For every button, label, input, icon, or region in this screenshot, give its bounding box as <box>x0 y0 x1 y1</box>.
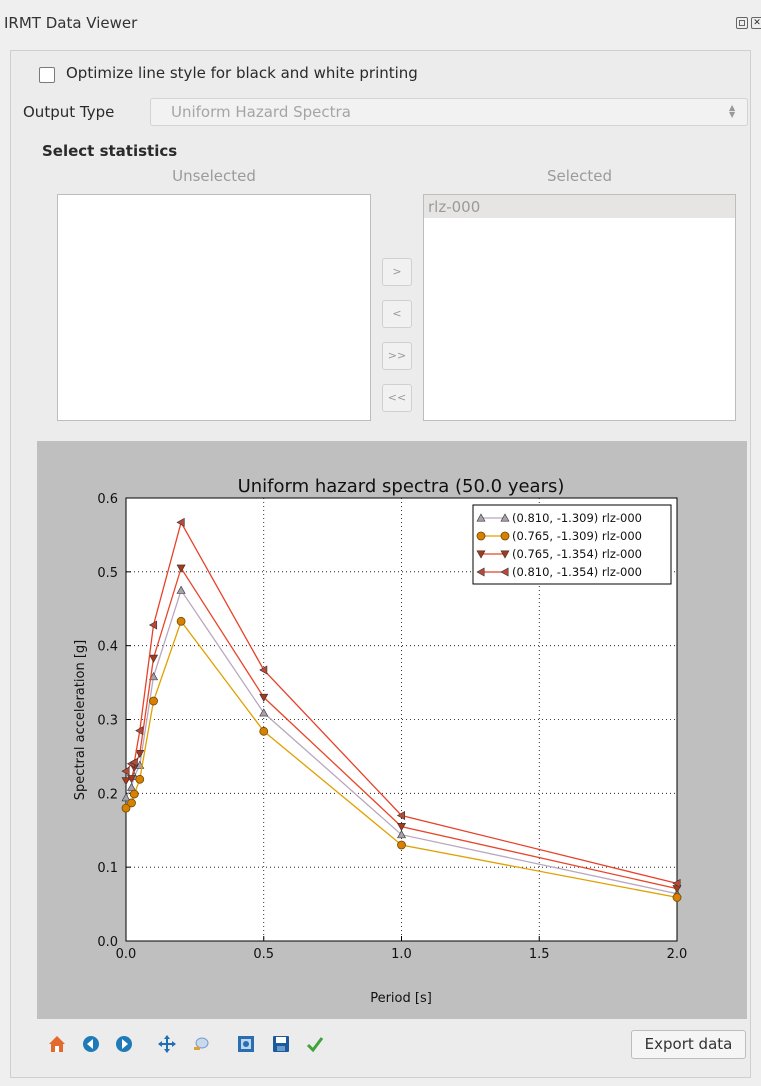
legend-marker <box>476 550 486 559</box>
data-point-marker <box>129 757 138 767</box>
legend-label: (0.765, -1.309) rlz-000 <box>512 529 642 543</box>
data-point-marker <box>397 840 406 850</box>
select-statistics-heading: Select statistics <box>42 142 178 160</box>
y-axis-label: Spectral acceleration [g] <box>73 640 88 800</box>
window-title: IRMT Data Viewer <box>4 14 138 32</box>
data-point-marker <box>176 585 186 594</box>
y-tick-label: 0.6 <box>97 492 118 507</box>
legend-marker <box>500 513 510 522</box>
data-point-marker <box>149 696 158 706</box>
selected-item-label: rlz-000 <box>428 198 481 216</box>
data-point-marker <box>396 823 407 832</box>
y-tick-label: 0.5 <box>97 566 118 581</box>
data-point-marker <box>259 726 269 736</box>
legend-label: (0.765, -1.354) rlz-000 <box>512 547 642 561</box>
data-point-marker <box>127 798 136 808</box>
selected-list-item[interactable] <box>424 195 735 218</box>
legend-marker <box>476 513 486 522</box>
bw-print-checkbox[interactable] <box>39 67 55 83</box>
y-tick-label: 0.2 <box>97 787 118 802</box>
legend-marker <box>476 567 485 577</box>
y-tick-label: 0.0 <box>97 935 118 950</box>
data-point-marker <box>127 775 137 784</box>
data-point-marker <box>259 665 268 675</box>
legend-marker <box>500 567 509 577</box>
y-tick-label: 0.3 <box>97 714 118 729</box>
unselected-label: Unselected <box>172 167 256 185</box>
selected-label: Selected <box>546 167 613 185</box>
series-4 <box>121 517 681 888</box>
float-dock-icon[interactable] <box>736 17 748 29</box>
close-dock-icon[interactable]: ✕ <box>751 17 761 29</box>
series-3 <box>121 564 682 894</box>
legend-entry: (0.765, -1.309) rlz-000 <box>476 529 642 543</box>
bw-print-label[interactable]: Optimize line style for black and white … <box>66 64 418 82</box>
add-all-button[interactable]: >> <box>382 342 412 370</box>
data-point-marker <box>127 782 137 791</box>
edit-axis-icon[interactable] <box>305 1034 325 1054</box>
x-tick-label: 0.0 <box>116 947 137 962</box>
data-point-marker <box>121 777 131 786</box>
data-point-marker <box>259 693 269 702</box>
data-point-marker <box>149 654 159 663</box>
pan-icon[interactable] <box>157 1034 177 1054</box>
legend-marker <box>500 531 510 541</box>
data-point-marker <box>672 893 682 902</box>
legend-marker <box>500 550 510 559</box>
remove-selected-button[interactable]: < <box>382 300 412 328</box>
select-arrows-icon: ▲ ▼ <box>729 103 736 119</box>
output-type-label: Output Type <box>23 103 115 121</box>
data-point-marker <box>121 766 130 776</box>
legend-marker <box>476 531 486 541</box>
data-point-marker <box>176 616 186 626</box>
series-group <box>121 517 682 902</box>
data-point-marker <box>121 793 131 802</box>
data-point-marker <box>148 620 158 630</box>
chart-title: Uniform hazard spectra (50.0 years) <box>238 476 565 497</box>
axis-ticks: 0.0 0.5 1.0 1.5 2.0 0.0 0.1 0.2 0.3 0.4 0.5 0.6 <box>97 492 687 962</box>
x-tick-label: 1.5 <box>529 947 550 962</box>
data-point-marker <box>396 830 407 839</box>
forward-icon[interactable] <box>114 1034 134 1054</box>
legend-entry: (0.810, -1.354) rlz-000 <box>476 565 642 579</box>
data-point-marker <box>396 810 406 820</box>
data-point-marker <box>135 774 145 784</box>
y-tick-label: 0.1 <box>97 861 118 876</box>
add-selected-button[interactable]: > <box>382 258 412 286</box>
x-axis-label: Period [s] <box>370 991 432 1006</box>
selected-list[interactable] <box>423 194 736 421</box>
data-point-marker <box>259 708 269 717</box>
data-point-marker <box>129 789 139 799</box>
x-tick-label: 0.5 <box>253 947 274 962</box>
unselected-list[interactable] <box>57 194 371 421</box>
y-tick-label: 0.4 <box>97 640 118 655</box>
title-bar <box>0 0 761 48</box>
export-data-button[interactable]: Export data <box>631 1030 746 1059</box>
data-point-marker <box>121 803 131 813</box>
data-point-marker <box>135 726 144 736</box>
chart-legend: (0.810, -1.309) rlz-000 (0.765, -1.309) r… <box>472 504 672 585</box>
configure-subplots-icon[interactable] <box>236 1034 256 1054</box>
data-point-marker <box>135 749 145 759</box>
save-icon[interactable] <box>271 1034 291 1054</box>
series-2 <box>121 616 682 902</box>
data-point-marker <box>176 564 186 573</box>
remove-all-button[interactable]: << <box>382 384 412 412</box>
back-icon[interactable] <box>81 1034 101 1054</box>
uhs-chart[interactable]: Uniform hazard spectra (50.0 years) 0.0 0… <box>37 441 747 1019</box>
output-type-value: Uniform Hazard Spectra <box>171 103 351 121</box>
legend-entry: (0.810, -1.309) rlz-000 <box>476 511 642 525</box>
data-point-marker <box>176 517 185 527</box>
home-icon[interactable] <box>47 1034 67 1054</box>
data-point-marker <box>672 878 681 888</box>
legend-label: (0.810, -1.309) rlz-000 <box>512 511 642 525</box>
output-type-select[interactable] <box>150 98 748 126</box>
x-tick-label: 2.0 <box>667 947 688 962</box>
zoom-icon[interactable] <box>191 1034 211 1054</box>
legend-label: (0.810, -1.354) rlz-000 <box>512 565 642 579</box>
x-tick-label: 1.0 <box>391 947 412 962</box>
legend-entry: (0.765, -1.354) rlz-000 <box>476 547 642 561</box>
